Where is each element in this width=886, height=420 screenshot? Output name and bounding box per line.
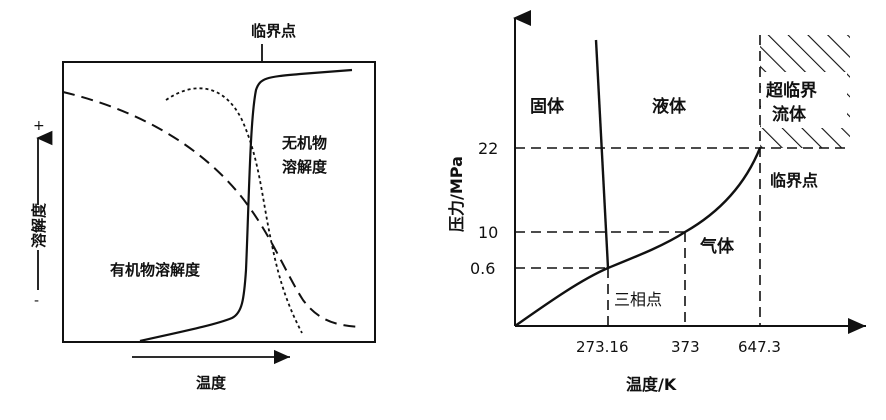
y-minus-sign: - xyxy=(34,293,39,309)
supercritical-label-line1: 超临界 xyxy=(766,80,817,101)
x-tick-647: 647.3 xyxy=(738,338,781,356)
solubility-diagram: 临界点 无机物 溶解度 有机物溶解度 + - 溶解度 温度 xyxy=(30,22,376,392)
solubility-plot-frame xyxy=(62,61,376,343)
organic-solubility-curve xyxy=(62,91,363,328)
y-plus-sign: + xyxy=(33,118,45,134)
supercritical-label-bg xyxy=(761,72,847,128)
inorganic-dotted-curve xyxy=(165,87,303,334)
left-y-axis-label: 溶解度 xyxy=(30,202,48,248)
y-tick-0-6: 0.6 xyxy=(470,259,495,278)
y-tick-22: 22 xyxy=(478,139,498,158)
organic-label: 有机物溶解度 xyxy=(110,261,201,279)
left-x-axis-label: 温度 xyxy=(196,374,227,392)
x-tick-373: 373 xyxy=(671,338,700,356)
y-tick-10: 10 xyxy=(478,223,498,242)
pressure-axis-label: 压力/MPa xyxy=(447,156,466,232)
supercritical-label-line2: 流体 xyxy=(772,104,807,125)
inorganic-solubility-curve xyxy=(139,68,353,343)
phase-diagram: 固体 液体 超临界 流体 临界点 气体 三相点 22 10 0.6 273.16… xyxy=(447,10,866,394)
x-tick-273: 273.16 xyxy=(576,338,629,356)
melting-curve xyxy=(594,39,610,269)
sublimation-vaporization-curve xyxy=(514,147,762,327)
solid-region-label: 固体 xyxy=(530,96,565,117)
left-critical-point-label: 临界点 xyxy=(251,22,296,40)
temperature-axis-label: 温度/K xyxy=(625,375,677,394)
liquid-region-label: 液体 xyxy=(652,96,687,117)
right-critical-point-label: 临界点 xyxy=(770,171,818,190)
triple-point-label: 三相点 xyxy=(614,290,662,309)
inorganic-label-line1: 无机物 xyxy=(281,134,327,152)
inorganic-label-line2: 溶解度 xyxy=(282,158,328,176)
gas-region-label: 气体 xyxy=(699,236,735,257)
